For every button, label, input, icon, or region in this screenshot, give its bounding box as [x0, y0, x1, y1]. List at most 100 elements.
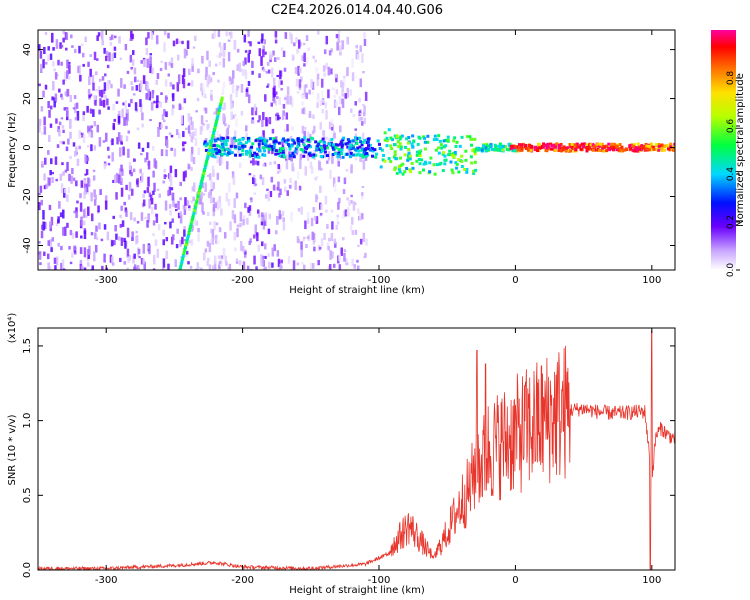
heatmap-cell [127, 130, 130, 134]
heatmap-cell [72, 107, 76, 110]
heatmap-cell [162, 239, 165, 246]
heatmap-cell [544, 143, 548, 147]
heatmap-cell [38, 251, 42, 260]
heatmap-cell [296, 171, 300, 180]
spectrogram-ytick-label: 40 [22, 43, 33, 56]
heatmap-cell [215, 108, 219, 115]
heatmap-cell [256, 232, 259, 242]
heatmap-cell [253, 255, 256, 265]
heatmap-cell [604, 145, 608, 149]
heatmap-cell [480, 148, 484, 152]
heatmap-cell [507, 142, 511, 146]
colorbar: 0.00.20.40.60.8 Normalized spectral ampl… [711, 30, 746, 277]
heatmap-cell [460, 159, 464, 163]
heatmap-cell [145, 93, 148, 100]
heatmap-cell [79, 247, 83, 254]
heatmap-cell [426, 140, 430, 144]
heatmap-cell [224, 255, 228, 263]
heatmap-cell [308, 113, 312, 118]
heatmap-cell [574, 148, 578, 152]
heatmap-cell [183, 238, 187, 242]
heatmap-line-cell [217, 110, 221, 115]
heatmap-cell [337, 255, 340, 264]
heatmap-cell [274, 39, 278, 44]
heatmap-cell [336, 155, 340, 159]
heatmap-cell [173, 148, 177, 157]
heatmap-cell [404, 145, 408, 149]
heatmap-cell [130, 98, 133, 104]
heatmap-cell [598, 144, 602, 148]
heatmap-cell [403, 170, 407, 174]
heatmap-cell [282, 155, 286, 159]
heatmap-cell [51, 237, 55, 242]
heatmap-cell [557, 143, 561, 147]
heatmap-cell [465, 170, 469, 174]
heatmap-cell [334, 242, 337, 248]
heatmap-cell [70, 34, 73, 39]
heatmap-cell [103, 82, 107, 91]
heatmap-cell [243, 144, 247, 148]
heatmap-cell [271, 247, 275, 257]
figure-title: C2E4.2026.014.04.40.G06 [271, 3, 443, 18]
heatmap-cell [210, 228, 213, 234]
heatmap-cell [95, 225, 98, 232]
heatmap-cell [633, 145, 637, 149]
heatmap-cell [387, 157, 391, 161]
heatmap-cell [305, 92, 308, 100]
heatmap-cell [549, 147, 553, 151]
heatmap-cell [167, 263, 170, 270]
heatmap-cell [191, 57, 194, 67]
heatmap-cell [94, 244, 98, 253]
heatmap-cell [130, 188, 134, 196]
heatmap-cell [223, 138, 226, 146]
heatmap-cell [156, 95, 159, 103]
heatmap-cell [135, 230, 139, 234]
heatmap-cell [357, 149, 361, 153]
spectrogram-xtick-label: 100 [642, 275, 661, 286]
heatmap-cell [114, 225, 117, 232]
heatmap-cell [215, 63, 218, 67]
heatmap-cell [465, 135, 469, 139]
heatmap-cell [289, 178, 292, 183]
heatmap-cell [213, 111, 216, 115]
heatmap-cell [338, 96, 342, 105]
heatmap-cell [562, 145, 566, 149]
heatmap-cell [278, 193, 281, 198]
heatmap-cell [551, 147, 555, 151]
heatmap-cell [391, 138, 395, 142]
heatmap-cell [47, 262, 50, 270]
heatmap-cell [597, 144, 601, 148]
heatmap-cell [552, 144, 556, 148]
heatmap-cell [174, 208, 178, 212]
heatmap-cell [299, 153, 303, 160]
heatmap-cell [146, 81, 150, 90]
heatmap-cell [262, 267, 266, 270]
heatmap-cell [621, 148, 625, 152]
heatmap-cell [635, 149, 639, 153]
heatmap-cell [514, 145, 518, 149]
heatmap-cell [206, 124, 209, 131]
heatmap-cell [292, 139, 296, 143]
heatmap-cell [285, 160, 289, 170]
heatmap-cell [181, 40, 184, 45]
heatmap-cell [330, 137, 334, 141]
colorbar-tick-label: 0.4 [726, 167, 736, 182]
heatmap-cell [266, 62, 270, 66]
heatmap-cell [336, 214, 339, 224]
heatmap-cell [335, 102, 338, 107]
heatmap-cell [283, 179, 287, 184]
heatmap-cell [257, 244, 260, 252]
heatmap-cell [39, 262, 42, 266]
heatmap-cell [336, 221, 340, 225]
heatmap-cell [272, 50, 275, 56]
heatmap-line-cell [191, 213, 195, 218]
heatmap-cell [49, 53, 53, 60]
heatmap-cell [493, 143, 497, 147]
heatmap-cell [269, 161, 272, 166]
heatmap-cell [87, 206, 90, 216]
heatmap-cell [394, 157, 398, 161]
heatmap-cell [54, 72, 58, 80]
heatmap-cell [524, 143, 528, 147]
heatmap-cell [151, 67, 154, 75]
heatmap-cell [270, 53, 274, 58]
